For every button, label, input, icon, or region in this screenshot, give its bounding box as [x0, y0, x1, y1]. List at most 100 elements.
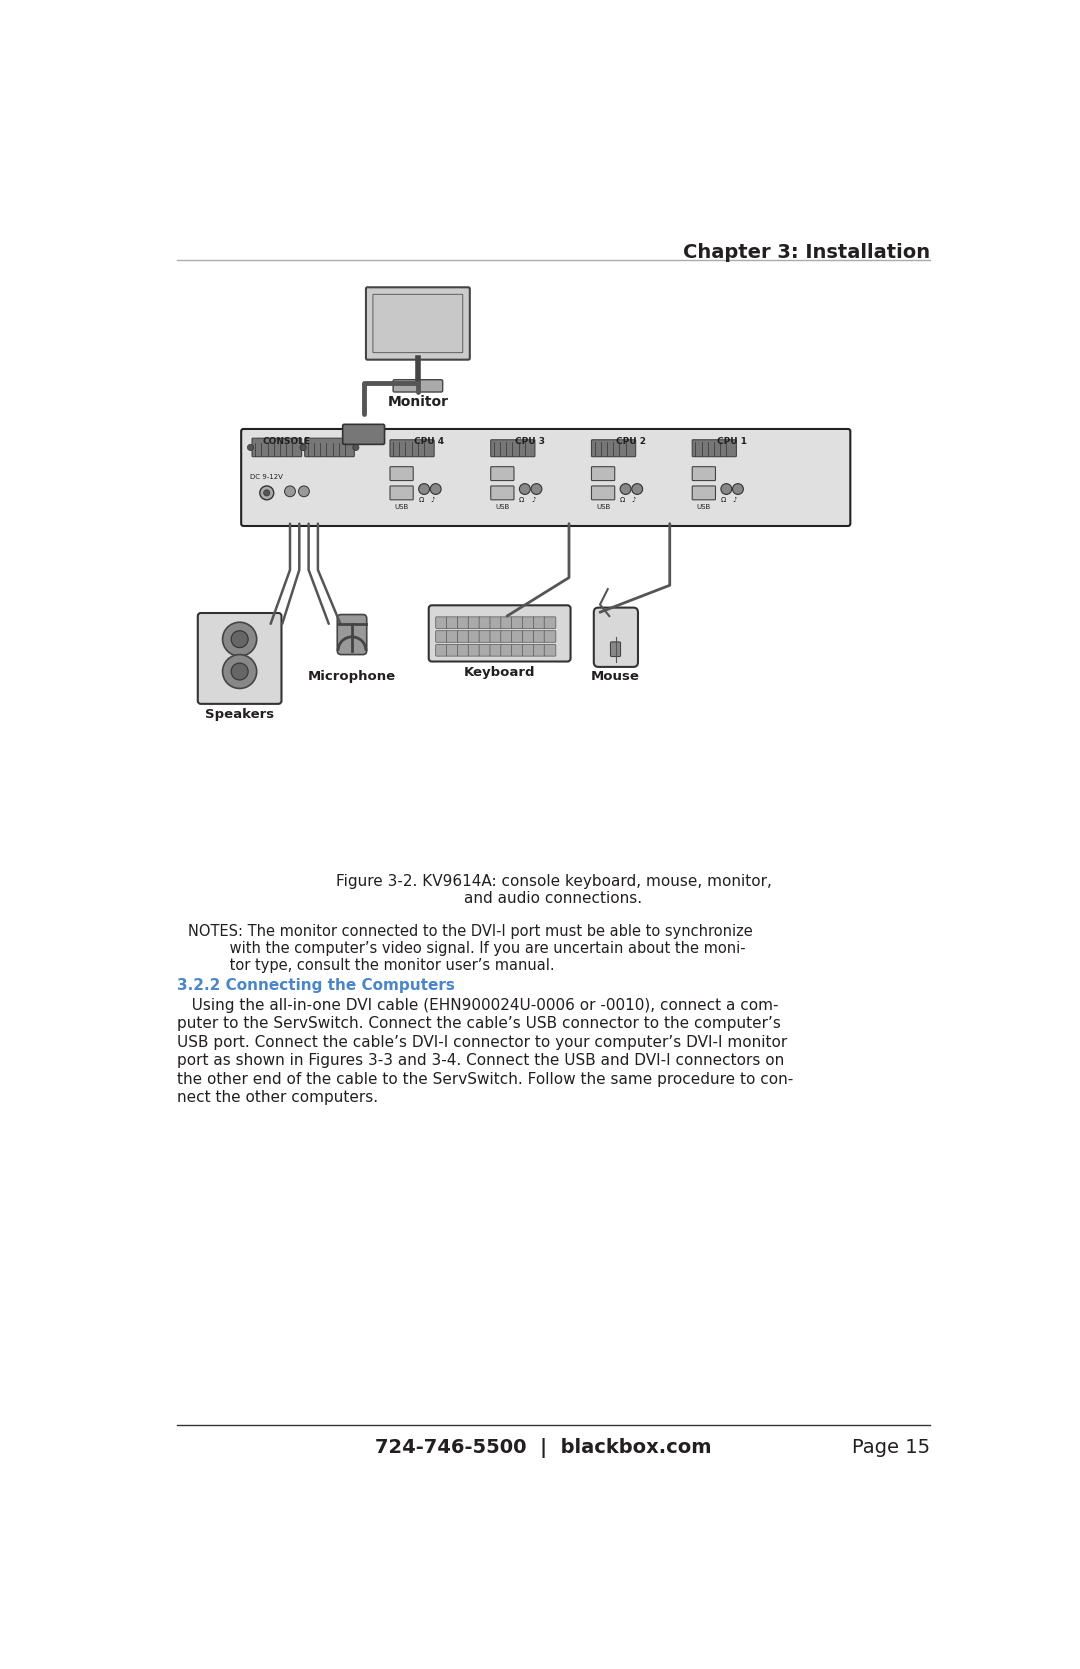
- Text: 724-746-5500  |  blackbox.com: 724-746-5500 | blackbox.com: [375, 1439, 712, 1459]
- FancyBboxPatch shape: [501, 618, 512, 629]
- Text: Ω: Ω: [519, 497, 525, 502]
- FancyBboxPatch shape: [198, 613, 282, 704]
- FancyBboxPatch shape: [692, 467, 715, 481]
- FancyBboxPatch shape: [337, 614, 367, 654]
- Circle shape: [519, 484, 530, 494]
- FancyBboxPatch shape: [490, 486, 514, 499]
- Text: Speakers: Speakers: [205, 708, 274, 721]
- Text: Figure 3-2. KV9614A: console keyboard, mouse, monitor,: Figure 3-2. KV9614A: console keyboard, m…: [336, 875, 771, 890]
- FancyBboxPatch shape: [458, 644, 469, 656]
- FancyBboxPatch shape: [534, 631, 545, 643]
- FancyBboxPatch shape: [480, 618, 490, 629]
- FancyBboxPatch shape: [469, 618, 480, 629]
- Text: tor type, consult the monitor user’s manual.: tor type, consult the monitor user’s man…: [188, 958, 554, 973]
- Text: CONSOLE: CONSOLE: [262, 437, 310, 446]
- Text: DC 9-12V: DC 9-12V: [249, 474, 283, 479]
- Text: Ω: Ω: [720, 497, 726, 502]
- FancyBboxPatch shape: [490, 618, 501, 629]
- FancyBboxPatch shape: [342, 424, 384, 444]
- Circle shape: [222, 654, 257, 688]
- FancyBboxPatch shape: [523, 618, 535, 629]
- Circle shape: [300, 444, 307, 451]
- FancyBboxPatch shape: [523, 644, 535, 656]
- FancyBboxPatch shape: [435, 618, 447, 629]
- FancyBboxPatch shape: [592, 467, 615, 481]
- FancyBboxPatch shape: [594, 608, 638, 668]
- Text: Ω: Ω: [418, 497, 423, 502]
- Text: Ω: Ω: [620, 497, 625, 502]
- FancyBboxPatch shape: [592, 439, 636, 457]
- Text: port as shown in Figures 3-3 and 3-4. Connect the USB and DVI-I connectors on: port as shown in Figures 3-3 and 3-4. Co…: [177, 1053, 784, 1068]
- Text: ♪: ♪: [632, 497, 636, 502]
- FancyBboxPatch shape: [469, 644, 480, 656]
- FancyBboxPatch shape: [480, 644, 490, 656]
- Circle shape: [300, 444, 307, 451]
- Circle shape: [231, 663, 248, 679]
- FancyBboxPatch shape: [534, 618, 545, 629]
- FancyBboxPatch shape: [373, 294, 463, 352]
- Text: Page 15: Page 15: [852, 1439, 930, 1457]
- FancyBboxPatch shape: [501, 631, 512, 643]
- Text: with the computer’s video signal. If you are uncertain about the moni-: with the computer’s video signal. If you…: [188, 941, 745, 956]
- FancyBboxPatch shape: [446, 618, 458, 629]
- Circle shape: [419, 484, 430, 494]
- Text: Mouse: Mouse: [591, 669, 640, 683]
- Circle shape: [353, 444, 359, 451]
- Circle shape: [247, 444, 254, 451]
- Text: the other end of the cable to the ServSwitch. Follow the same procedure to con-: the other end of the cable to the ServSw…: [177, 1071, 793, 1087]
- Circle shape: [430, 484, 441, 494]
- Text: USB: USB: [496, 504, 510, 511]
- FancyBboxPatch shape: [523, 631, 535, 643]
- Text: USB: USB: [596, 504, 610, 511]
- FancyBboxPatch shape: [480, 631, 490, 643]
- FancyBboxPatch shape: [366, 287, 470, 361]
- FancyBboxPatch shape: [534, 644, 545, 656]
- Circle shape: [231, 631, 248, 648]
- Circle shape: [632, 484, 643, 494]
- Text: ♪: ♪: [732, 497, 737, 502]
- FancyBboxPatch shape: [592, 486, 615, 499]
- Text: puter to the ServSwitch. Connect the cable’s USB connector to the computer’s: puter to the ServSwitch. Connect the cab…: [177, 1016, 781, 1031]
- Text: CPU 4: CPU 4: [415, 437, 445, 446]
- FancyBboxPatch shape: [512, 631, 524, 643]
- Circle shape: [284, 486, 296, 497]
- FancyBboxPatch shape: [469, 631, 480, 643]
- FancyBboxPatch shape: [512, 618, 524, 629]
- Text: Chapter 3: Installation: Chapter 3: Installation: [683, 242, 930, 262]
- FancyBboxPatch shape: [252, 439, 301, 457]
- Circle shape: [222, 623, 257, 656]
- Text: CPU 1: CPU 1: [717, 437, 746, 446]
- Text: USB: USB: [394, 504, 408, 511]
- Text: ♪: ♪: [531, 497, 536, 502]
- FancyBboxPatch shape: [512, 644, 524, 656]
- FancyBboxPatch shape: [393, 379, 443, 392]
- FancyBboxPatch shape: [692, 439, 737, 457]
- Text: USB port. Connect the cable’s DVI-I connector to your computer’s DVI-I monitor: USB port. Connect the cable’s DVI-I conn…: [177, 1035, 787, 1050]
- Text: CPU 3: CPU 3: [515, 437, 545, 446]
- Circle shape: [620, 484, 631, 494]
- FancyBboxPatch shape: [435, 644, 447, 656]
- Circle shape: [732, 484, 743, 494]
- FancyBboxPatch shape: [241, 429, 850, 526]
- Text: 3.2.2 Connecting the Computers: 3.2.2 Connecting the Computers: [177, 978, 455, 993]
- FancyBboxPatch shape: [429, 606, 570, 661]
- FancyBboxPatch shape: [446, 631, 458, 643]
- Text: nect the other computers.: nect the other computers.: [177, 1090, 378, 1105]
- FancyBboxPatch shape: [446, 644, 458, 656]
- FancyBboxPatch shape: [610, 643, 621, 656]
- Text: ♪: ♪: [430, 497, 435, 502]
- Text: Keyboard: Keyboard: [463, 666, 535, 679]
- FancyBboxPatch shape: [692, 486, 715, 499]
- FancyBboxPatch shape: [305, 439, 354, 457]
- FancyBboxPatch shape: [458, 618, 469, 629]
- Text: USB: USB: [697, 504, 711, 511]
- Circle shape: [721, 484, 732, 494]
- Circle shape: [531, 484, 542, 494]
- Text: and audio connections.: and audio connections.: [464, 891, 643, 906]
- FancyBboxPatch shape: [544, 644, 556, 656]
- FancyBboxPatch shape: [544, 631, 556, 643]
- Text: NOTES: The monitor connected to the DVI-I port must be able to synchronize: NOTES: The monitor connected to the DVI-…: [188, 925, 753, 940]
- FancyBboxPatch shape: [490, 644, 501, 656]
- FancyBboxPatch shape: [544, 618, 556, 629]
- Text: Using the all-in-one DVI cable (EHN900024U-0006 or -0010), connect a com-: Using the all-in-one DVI cable (EHN90002…: [177, 998, 779, 1013]
